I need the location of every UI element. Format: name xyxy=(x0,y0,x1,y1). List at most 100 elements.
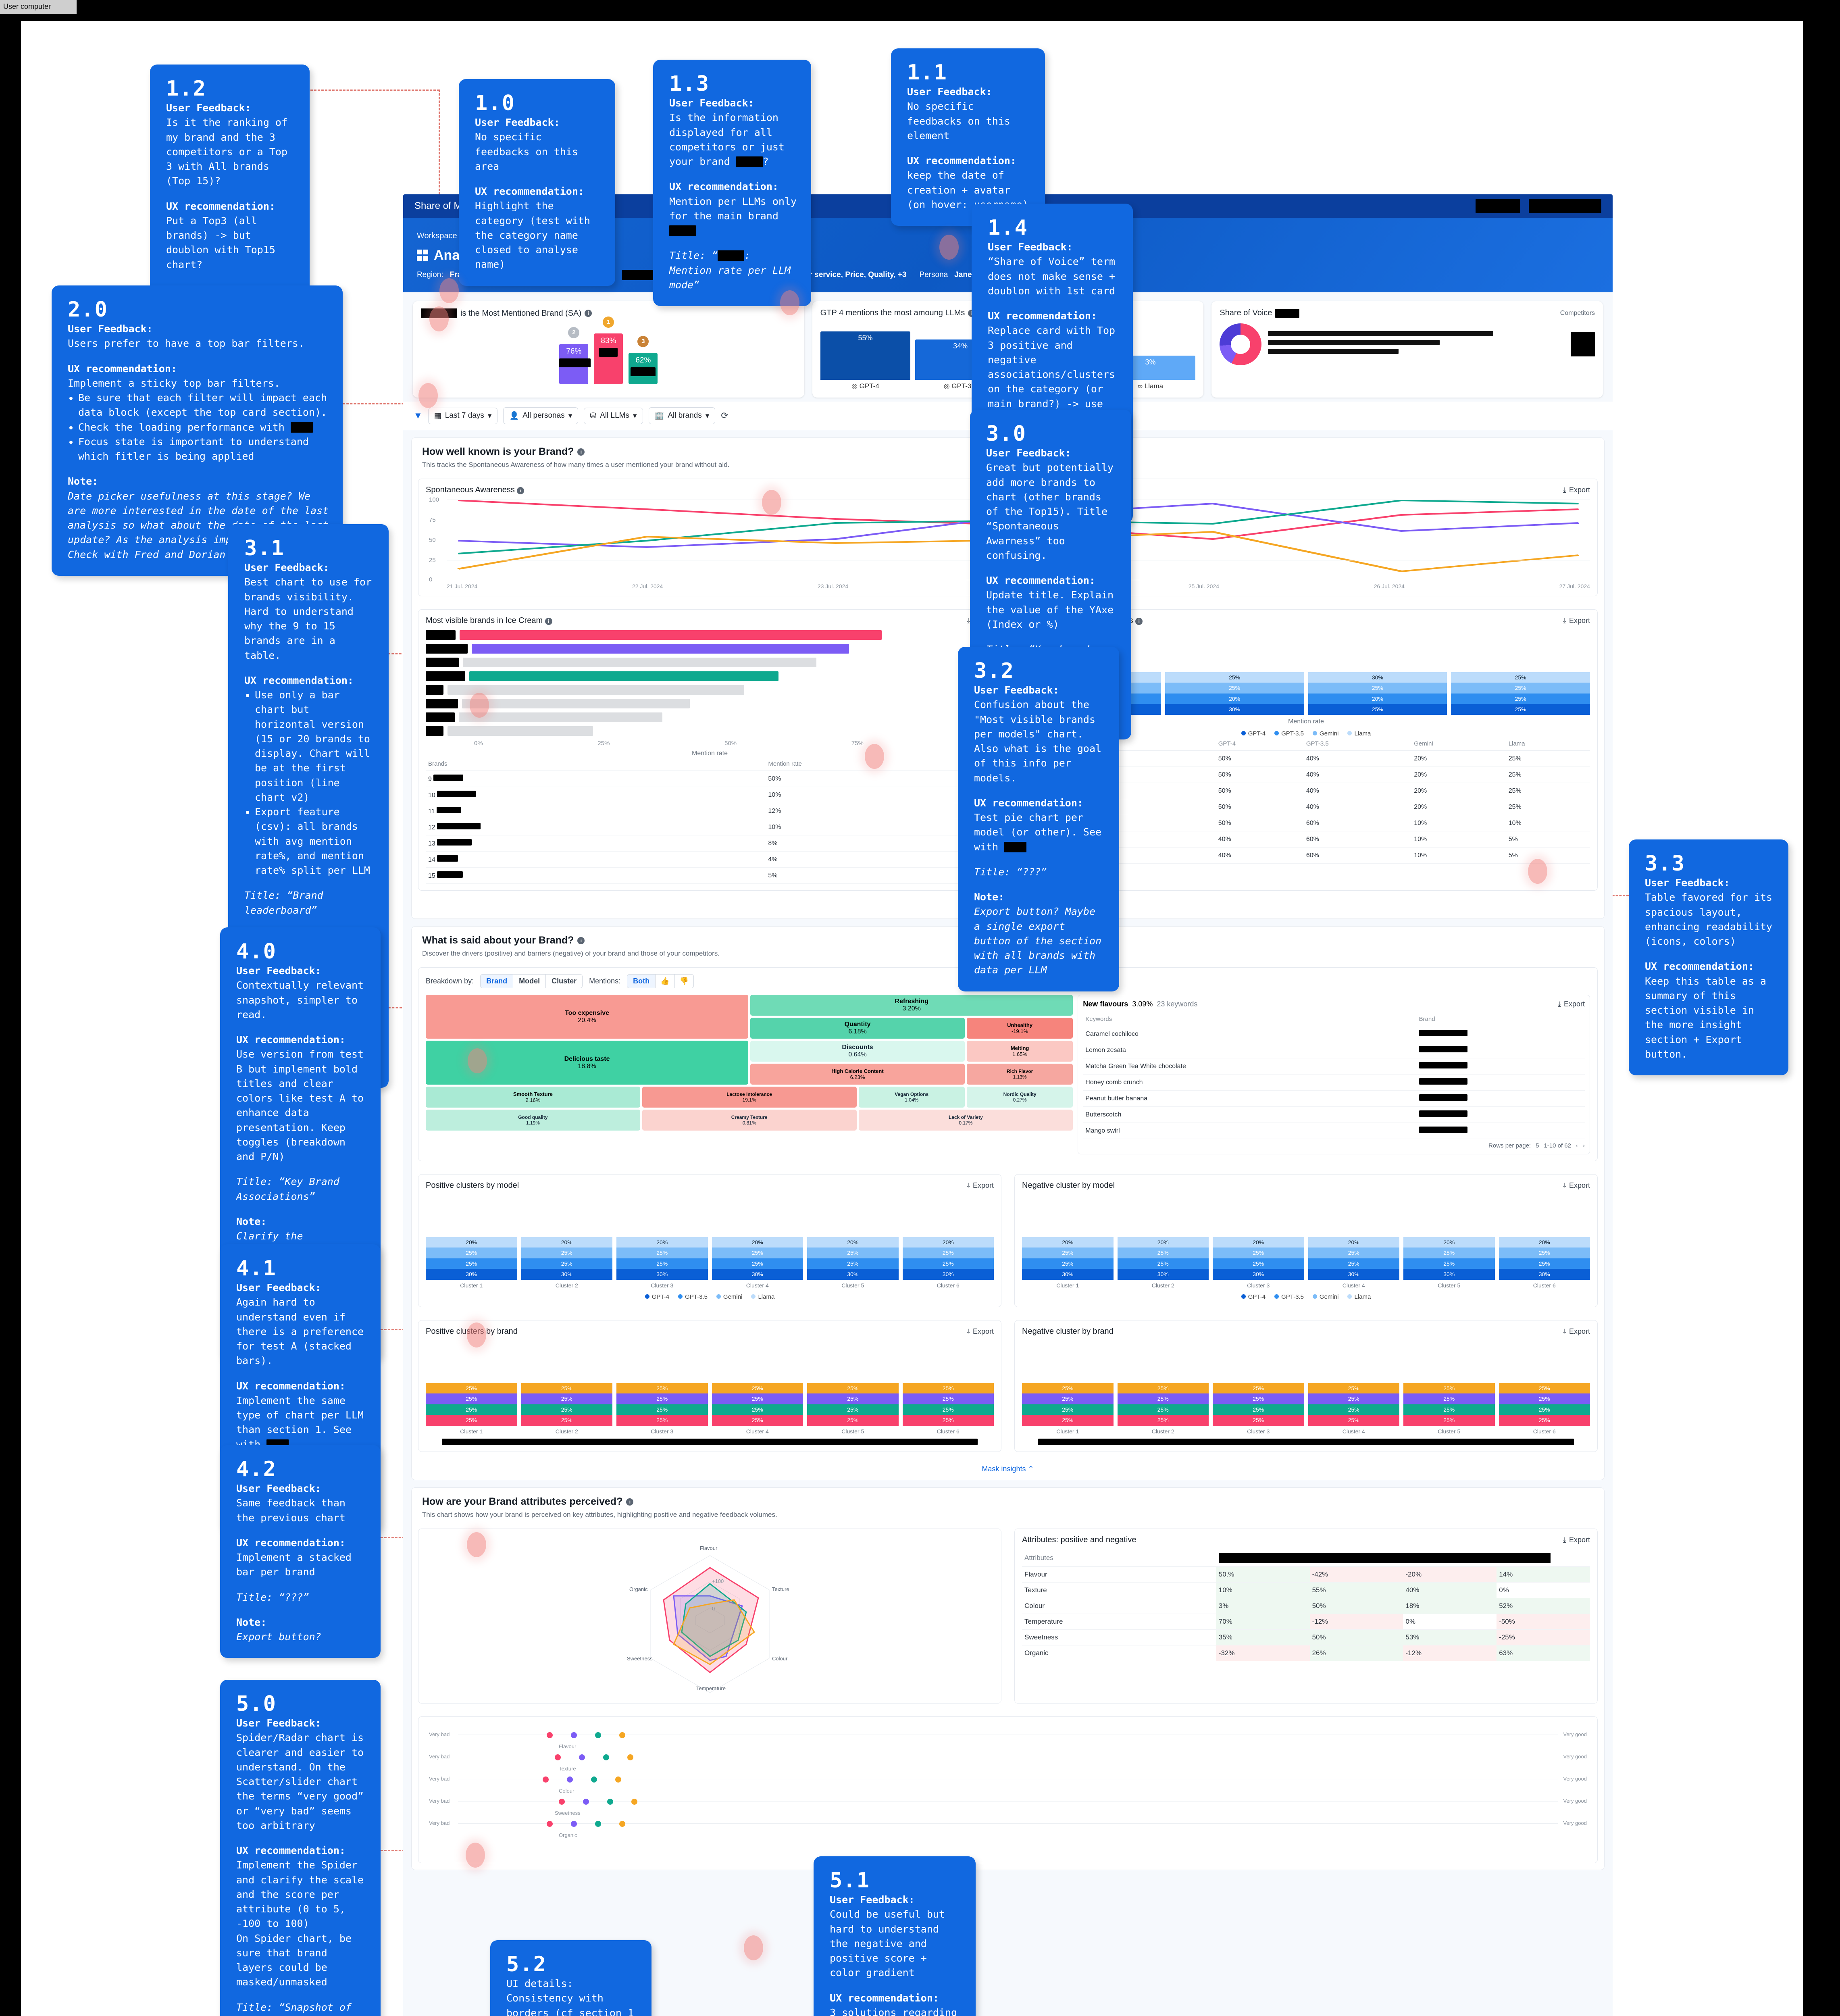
redacted-legend xyxy=(1038,1439,1574,1445)
info-icon[interactable]: i xyxy=(585,310,592,317)
refresh-icon[interactable]: ⟳ xyxy=(721,410,729,421)
table-row[interactable]: 10 10% xyxy=(426,787,994,803)
cell-keyword: Lemon zesata xyxy=(1083,1042,1417,1058)
export-button[interactable]: ⤓Export xyxy=(1563,616,1590,625)
treemap-cell: Good quality 1.19% xyxy=(426,1110,640,1131)
attributes-table[interactable]: Attributes Flavour 50.% -42% -20% 14% Texture… xyxy=(1022,1549,1590,1661)
cell-keyword: Butterscotch xyxy=(1083,1106,1417,1123)
toggle-cluster[interactable]: Cluster xyxy=(545,975,582,988)
filter-brands[interactable]: 🏢 All brands ▾ xyxy=(648,407,716,424)
medal-icon: 3 xyxy=(637,336,649,347)
treemap-cell: Quantity 6.18% xyxy=(750,1018,965,1039)
table-row[interactable]: Lemon zesata xyxy=(1083,1042,1585,1058)
feedback-note-4-2[interactable]: 4.2 User Feedback: Same feedback than the … xyxy=(220,1445,381,1658)
feedback-note-5-1[interactable]: 5.1 User Feedback: Could be useful but har… xyxy=(814,1856,976,2016)
export-button[interactable]: ⤓ Export xyxy=(1563,1181,1590,1189)
info-icon[interactable]: i xyxy=(517,487,525,494)
kpi-card-most-mentioned[interactable]: is the Most Mentioned Brand (SA) i 2 76% … xyxy=(413,301,804,398)
feedback-note-3-3[interactable]: 3.3 User Feedback: Table favored for its s… xyxy=(1629,839,1788,1075)
table-row[interactable]: Organic -32% 26% -12% 63% xyxy=(1022,1645,1590,1661)
feedback-note-1-1[interactable]: 1.1 User Feedback: No specific feedbacks o… xyxy=(891,48,1045,226)
info-icon[interactable]: i xyxy=(545,618,552,625)
export-button[interactable]: ⤓ Export xyxy=(967,1181,994,1189)
brand-rows[interactable]: 9 50% 10 10% 11 12% 12 10% 13 8% 14 4% 15 5% xyxy=(426,771,994,884)
filter-personas[interactable]: 👤 All personas ▾ xyxy=(503,407,579,424)
calendar-icon: ▦ xyxy=(434,411,441,420)
chevron-right-icon[interactable]: › xyxy=(1583,1142,1585,1149)
note-number: 5.2 xyxy=(506,1952,547,1976)
kpi-card-share-of-voice[interactable]: Share of Voice Competitors xyxy=(1211,301,1603,398)
thumbs-down-icon[interactable]: 👎 xyxy=(674,975,693,988)
export-button[interactable]: ⤓ Export xyxy=(1563,1536,1590,1544)
stacked-bar-chart: 25% 25% 25% 25% 25% 25% 25% 25% 25% 25% 25% 25% 2… xyxy=(1022,1341,1590,1426)
info-icon[interactable]: i xyxy=(577,448,585,456)
feedback-note-1-3[interactable]: 1.3 User Feedback: Is the information disp… xyxy=(653,60,811,306)
table-row[interactable]: Honey comb crunch xyxy=(1083,1074,1585,1091)
export-button[interactable]: ⤓ Export xyxy=(967,1327,994,1335)
dashboard-app-screenshot[interactable]: Share of Model Client: Workspace > Analy… xyxy=(403,194,1613,2016)
filter-date-range[interactable]: ▦ Last 7 days ▾ xyxy=(428,407,498,424)
export-button[interactable]: ⤓Export xyxy=(1563,486,1590,494)
table-row[interactable]: Peanut butter banana xyxy=(1083,1090,1585,1107)
note-feedback-text: Could be useful but hard to understand t… xyxy=(830,1908,951,1979)
thumbs-up-icon[interactable]: 👍 xyxy=(655,975,674,988)
pagination[interactable]: Rows per page: 5 1-10 of 62 ‹ › xyxy=(1488,1142,1585,1149)
toggle-brand[interactable]: Brand xyxy=(481,975,513,988)
attribute-rows[interactable]: Flavour 50.% -42% -20% 14% Texture 10% 55% 40% 0%… xyxy=(1022,1566,1590,1661)
table-row[interactable]: 14 4% xyxy=(426,851,994,868)
table-row[interactable]: Flavour 50.% -42% -20% 14% xyxy=(1022,1566,1590,1583)
table-row[interactable]: 11 12% xyxy=(426,803,994,819)
toggle-model[interactable]: Model xyxy=(513,975,545,988)
toggle-both[interactable]: Both xyxy=(627,975,656,988)
table-row[interactable]: Colour 3% 50% 18% 52% xyxy=(1022,1598,1590,1614)
feedback-note-1-0[interactable]: 1.0 User Feedback: No specific feedbacks o… xyxy=(459,79,615,286)
table-row[interactable]: Caramel cochiloco xyxy=(1083,1026,1585,1042)
chevron-left-icon[interactable]: ‹ xyxy=(1576,1142,1578,1149)
table-brands-9-15[interactable]: Brands Mention rate 9 50% 10 10% 11 12% 12 1… xyxy=(426,757,994,884)
cell-brand xyxy=(1416,1026,1585,1042)
breakdown-label: Breakdown by: xyxy=(426,977,474,985)
keyword-table[interactable]: Keywords Brand Caramel cochiloco Lemon zes… xyxy=(1083,1012,1585,1139)
table-row[interactable]: 9 50% xyxy=(426,771,994,787)
table-row[interactable]: Matcha Green Tea White chocolate xyxy=(1083,1058,1585,1075)
treemap-toolbar[interactable]: Breakdown by: Brand Model Cluster Mentio… xyxy=(426,974,1590,988)
table-row[interactable]: 13 8% xyxy=(426,835,994,852)
treemap-chart[interactable]: Too expensive 20.4% Refreshing 3.20% Quant… xyxy=(426,995,1073,1154)
cell-attribute: Temperature xyxy=(1022,1614,1216,1630)
filter-llms[interactable]: ⛁ All LLMs ▾ xyxy=(584,407,643,424)
note-number: 1.4 xyxy=(988,216,1028,240)
kpi-title-text: Share of Voice xyxy=(1220,308,1272,317)
note-title-suggestion: Title: “Brand leaderboard” xyxy=(244,889,329,916)
feedback-note-5-2[interactable]: 5.2 UI details: Consistency with borders … xyxy=(490,1940,651,2016)
table-row[interactable]: Mango swirl xyxy=(1083,1123,1585,1139)
panel-title: Negative cluster by brand xyxy=(1022,1327,1114,1336)
note-bullet: Export feature (csv): all brands with av… xyxy=(255,805,375,878)
table-row[interactable]: Temperature 70% -12% 0% -50% xyxy=(1022,1614,1590,1630)
info-icon[interactable]: i xyxy=(577,937,585,944)
note-feedback-text: No specific feedbacks on this element xyxy=(907,100,1016,142)
feedback-note-3-2[interactable]: 3.2 User Feedback: Confusion about the "Mo… xyxy=(958,647,1119,991)
panel-negative-clusters-brand: Negative cluster by brand ⤓ Export 25% 25%… xyxy=(1014,1320,1598,1452)
export-button[interactable]: ⤓ Export xyxy=(1563,1327,1590,1335)
export-button[interactable]: ⤓ Export xyxy=(1558,1000,1585,1008)
svg-text:Temperature: Temperature xyxy=(696,1685,726,1691)
table-row[interactable]: 15 5% xyxy=(426,867,994,884)
table-row[interactable]: Sweetness 35% 50% 53% -25% xyxy=(1022,1629,1590,1645)
info-icon[interactable]: i xyxy=(1135,618,1143,625)
cell-gpt35: 40% xyxy=(1303,750,1412,767)
cell-mention-rate: 10% xyxy=(766,787,994,803)
table-row[interactable]: Texture 10% 55% 40% 0% xyxy=(1022,1582,1590,1598)
feedback-note-5-0[interactable]: 5.0 User Feedback: Spider/Radar chart is c… xyxy=(220,1680,381,2016)
table-row[interactable]: Butterscotch xyxy=(1083,1106,1585,1123)
info-icon[interactable]: i xyxy=(626,1498,634,1506)
note-ux-label: UX recommendation: xyxy=(669,181,778,193)
note-number: 1.0 xyxy=(475,91,515,115)
keyword-tooltip-panel[interactable]: New flavours 3.09% 23 keywords ⤓ Export … xyxy=(1078,995,1590,1154)
keyword-rows[interactable]: Caramel cochiloco Lemon zesata Matcha Gree… xyxy=(1083,1026,1585,1139)
cell-gpt4: 50% xyxy=(1216,750,1304,767)
table-row[interactable]: 12 10% xyxy=(426,819,994,835)
mask-insights-button[interactable]: Mask insights ⌃ xyxy=(982,1465,1034,1473)
section-title: How are your Brand attributes perceived? xyxy=(422,1496,623,1507)
annotation-dot xyxy=(429,306,449,331)
note-feedback-label: User Feedback: xyxy=(986,447,1071,459)
